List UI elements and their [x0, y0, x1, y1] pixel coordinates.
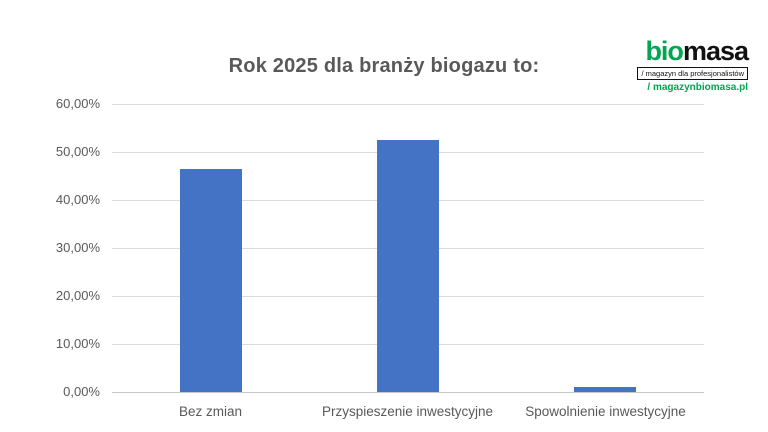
y-tick-label: 40,00%	[55, 192, 100, 207]
bar-przyspieszenie-inwestycyjne	[377, 140, 439, 392]
y-tick-label: 50,00%	[55, 144, 100, 159]
x-category-label: Spowolnienie inwestycyjne	[525, 404, 686, 419]
y-tick-label: 60,00%	[55, 96, 100, 111]
x-category-label: Przyspieszenie inwestycyjne	[321, 404, 494, 419]
y-tick-label: 30,00%	[55, 240, 100, 255]
y-tick-label: 20,00%	[55, 288, 100, 303]
logo-masa-text: masa	[682, 36, 749, 66]
x-axis-line	[112, 391, 704, 393]
x-category-label: Bez zmian	[178, 404, 243, 419]
biomasa-logo: biomasa / magazyn dla profesjonalistów /…	[637, 36, 749, 93]
bar-bez-zmian	[180, 169, 242, 392]
y-tick-label: 10,00%	[55, 336, 100, 351]
logo-url: / magazynbiomasa.pl	[647, 82, 748, 93]
chart-title: Rok 2025 dla branży biogazu to:	[228, 55, 540, 77]
bar-spowolnienie-inwestycyjne	[574, 387, 636, 392]
biomasa-logo-wordmark: biomasa	[645, 36, 749, 66]
logo-tagline: / magazyn dla profesjonalistów	[637, 67, 748, 80]
logo-bio-text: bio	[645, 36, 683, 66]
y-gridline	[112, 103, 704, 105]
y-tick-label: 0,00%	[63, 384, 100, 399]
